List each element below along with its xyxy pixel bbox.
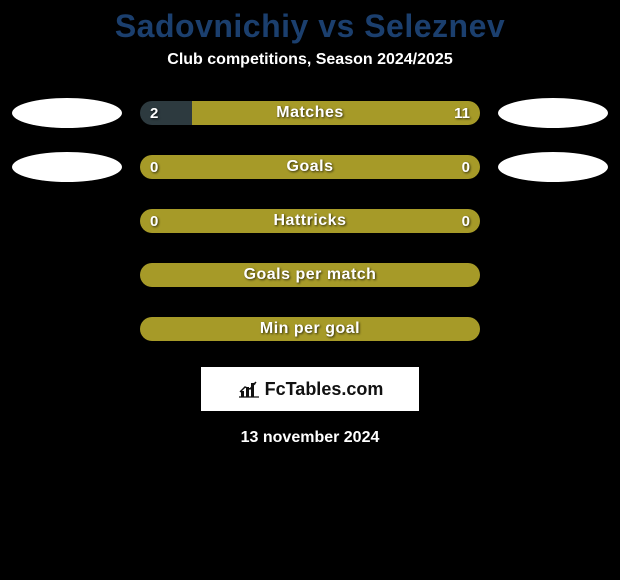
stat-row: Min per goal xyxy=(0,313,620,345)
stat-label: Matches xyxy=(140,101,480,125)
stat-row: 00Goals xyxy=(0,151,620,183)
stat-rows: 211Matches 00Goals 00Hattricks Goals per ma… xyxy=(0,97,620,345)
source-logo: FcTables.com xyxy=(201,367,419,411)
player-avatar-right xyxy=(498,98,608,128)
date-label: 13 november 2024 xyxy=(0,429,620,447)
stat-bar: 211Matches xyxy=(140,101,480,125)
stat-label: Goals per match xyxy=(140,263,480,287)
logo-text: FcTables.com xyxy=(265,379,384,400)
page-title: Sadovnichiy vs Seleznev xyxy=(0,8,620,45)
stat-bar: 00Goals xyxy=(140,155,480,179)
stat-row: 211Matches xyxy=(0,97,620,129)
stat-row: 00Hattricks xyxy=(0,205,620,237)
stat-label: Hattricks xyxy=(140,209,480,233)
player-avatar-right xyxy=(498,152,608,182)
subtitle: Club competitions, Season 2024/2025 xyxy=(0,51,620,69)
player-avatar-left xyxy=(12,152,122,182)
stat-bar: 00Hattricks xyxy=(140,209,480,233)
stat-label: Min per goal xyxy=(140,317,480,341)
stat-bar: Goals per match xyxy=(140,263,480,287)
player-avatar-left xyxy=(12,98,122,128)
stat-bar: Min per goal xyxy=(140,317,480,341)
stat-row: Goals per match xyxy=(0,259,620,291)
stat-label: Goals xyxy=(140,155,480,179)
chart-icon xyxy=(237,379,261,399)
comparison-infographic: Sadovnichiy vs Seleznev Club competition… xyxy=(0,0,620,447)
